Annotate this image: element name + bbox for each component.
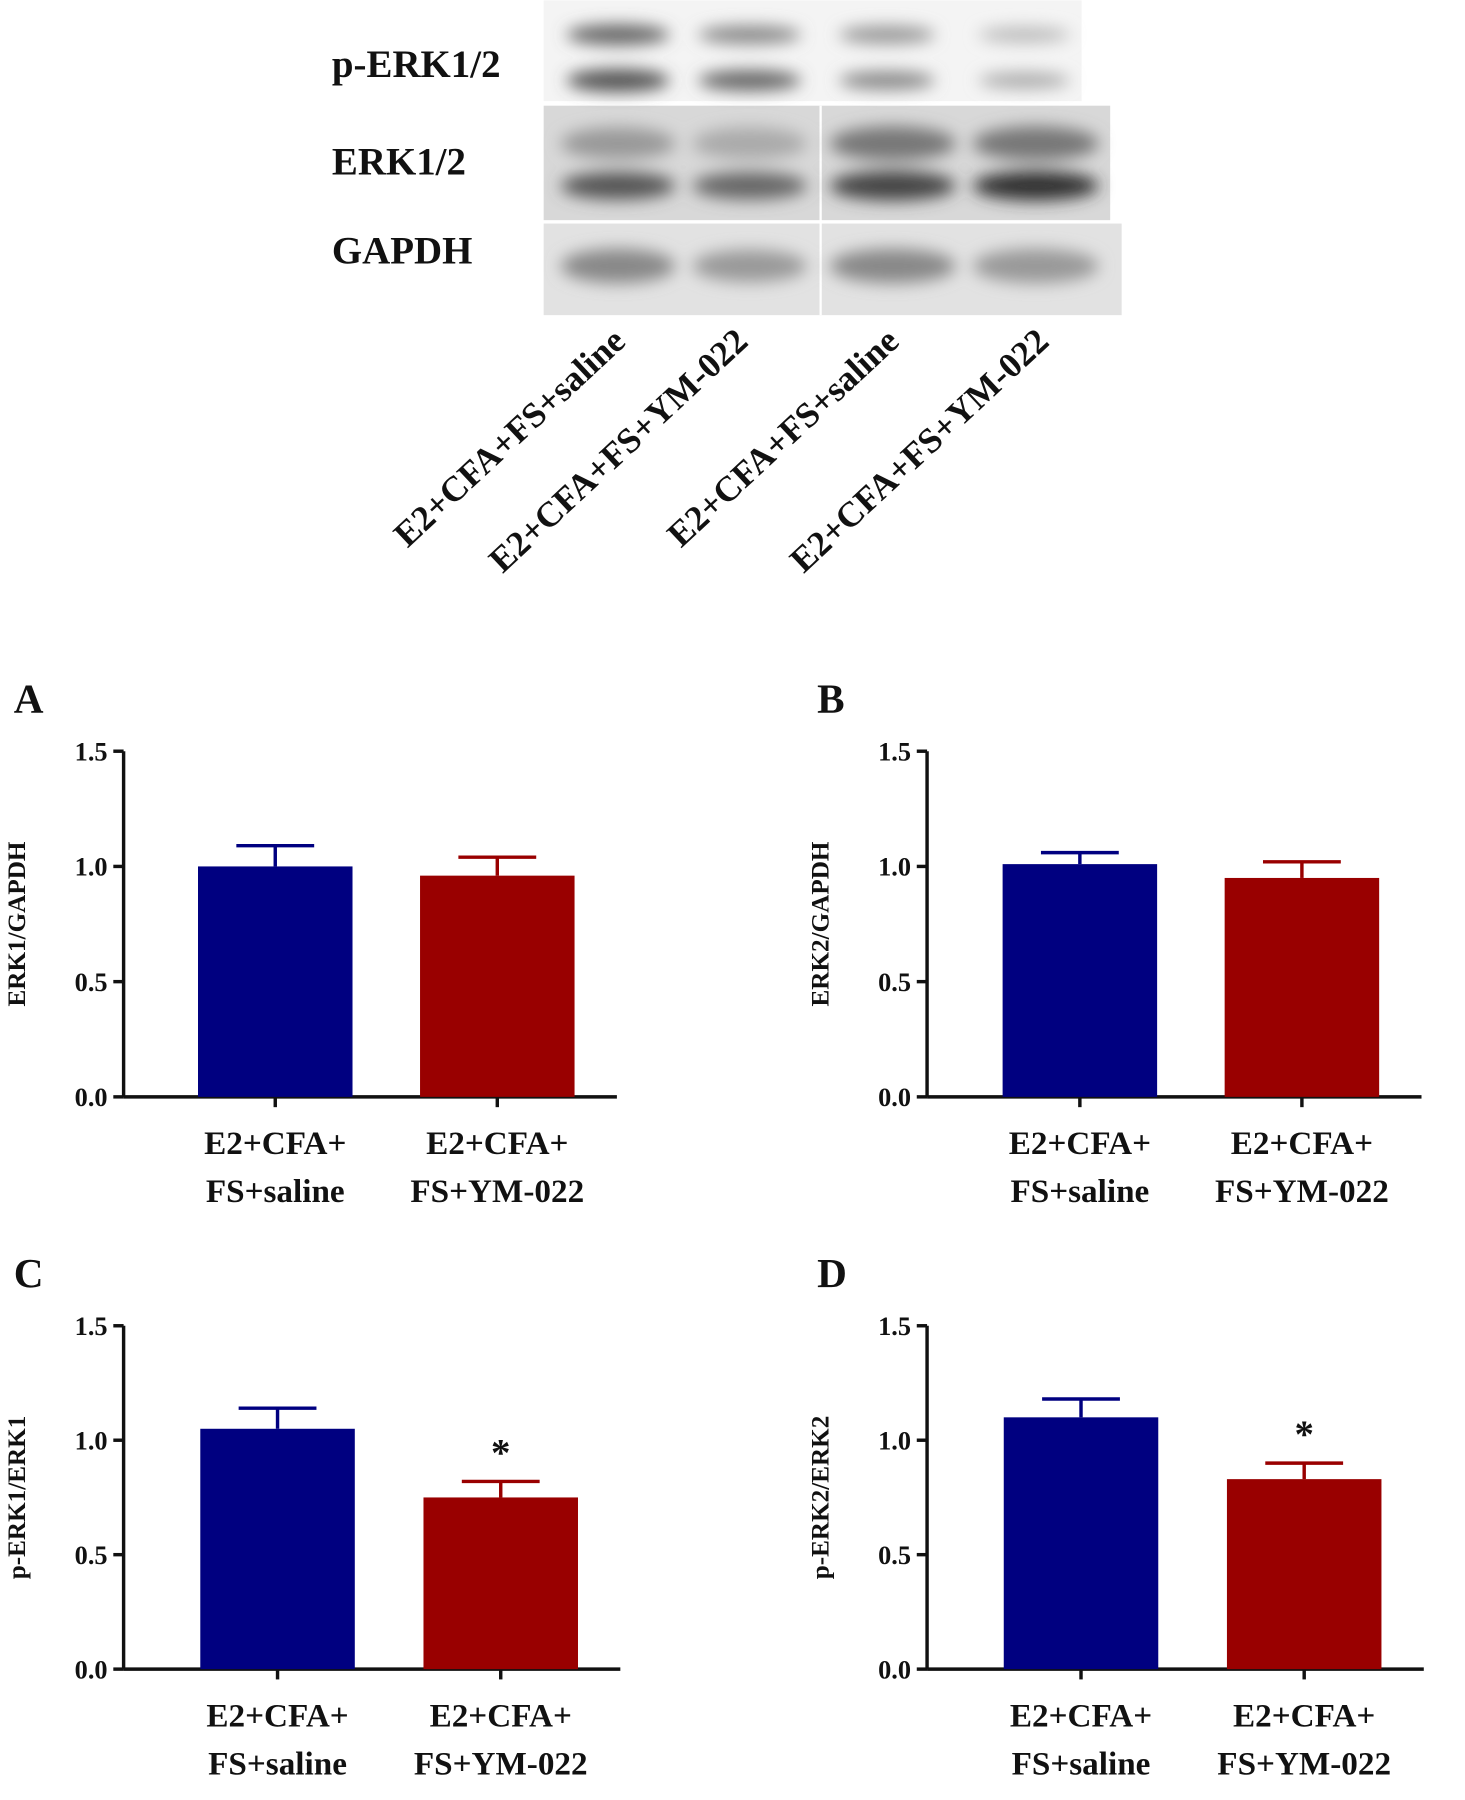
y-tick-label: 0.0 [878,1655,911,1684]
bar [1224,877,1380,1097]
y-tick-label: 1.0 [75,1426,108,1455]
lane-label: E2+CFA+FS+YM-022 [782,320,1056,580]
panel-label: C [14,1250,44,1296]
y-tick-label: 1.5 [878,737,911,766]
y-tick-label: 1.0 [878,1426,911,1455]
x-tick-label-box: E2+CFA+ FS+saline [204,1125,347,1211]
blot-row-label: p-ERK1/2 [332,43,501,86]
y-tick-label: 1.5 [75,737,108,766]
x-tick-label: E2+CFA+ FS+YM-022 [1217,1697,1392,1783]
y-axis-label: p-ERK1/ERK1 [4,1416,31,1580]
x-tick-label: E2+CFA+ FS+YM-022 [410,1125,585,1211]
x-tick-label-box: E2+CFA+ FS+YM-022 [1217,1697,1392,1783]
x-tick-label-box: E2+CFA+ FS+YM-022 [410,1125,585,1211]
significance-label: * [491,1431,510,1474]
panel-label: D [817,1250,847,1296]
blot-row-label: ERK1/2 [332,140,466,183]
x-tick-label-box: E2+CFA+ FS+saline [206,1697,349,1783]
y-tick-label: 0.5 [75,1541,108,1570]
significance-label: * [1294,1413,1313,1456]
western-blot [543,0,1122,316]
y-tick-label: 0.5 [878,968,911,997]
y-axis-label: ERK2/GAPDH [808,841,835,1006]
y-tick-label: 0.0 [878,1083,911,1112]
lane-label: E2+CFA+FS+saline [386,320,633,554]
x-tick-label: E2+CFA+ FS+YM-022 [413,1697,588,1783]
panel-label: B [817,675,844,721]
blot-bands [560,24,1099,284]
x-tick-label-box: E2+CFA+ FS+YM-022 [413,1697,588,1783]
x-tick-label-box: E2+CFA+ FS+YM-022 [1215,1125,1389,1211]
bar [1002,864,1158,1097]
bar [423,1497,578,1670]
bar [200,1428,355,1670]
x-tick-label: E2+CFA+ FS+saline [204,1125,347,1211]
y-axis-label: ERK1/GAPDH [4,841,31,1006]
y-tick-label: 1.0 [75,853,108,882]
bar [420,875,575,1097]
y-tick-label: 1.0 [878,853,911,882]
x-tick-label: E2+CFA+ FS+saline [1008,1125,1152,1211]
y-tick-label: 0.5 [75,968,108,997]
x-tick-label: E2+CFA+ FS+saline [1009,1697,1153,1783]
x-tick-label: E2+CFA+ FS+saline [206,1697,349,1783]
x-tick-label-box: E2+CFA+ FS+saline [1009,1697,1153,1783]
blot-row-label: GAPDH [332,230,472,273]
panel-label: A [14,675,44,721]
bar [198,866,353,1097]
y-tick-label: 0.0 [75,1655,108,1684]
blot-strip [543,105,1111,221]
x-tick-label: E2+CFA+ FS+YM-022 [1215,1125,1389,1211]
y-tick-label: 1.5 [878,1312,911,1341]
y-axis-label: p-ERK2/ERK2 [808,1416,835,1580]
bar [1003,1417,1159,1670]
bar [1226,1479,1382,1670]
x-tick-label-box: E2+CFA+ FS+saline [1008,1125,1152,1211]
y-tick-label: 0.0 [75,1083,108,1112]
y-tick-label: 0.5 [878,1541,911,1570]
y-tick-label: 1.5 [75,1312,108,1341]
